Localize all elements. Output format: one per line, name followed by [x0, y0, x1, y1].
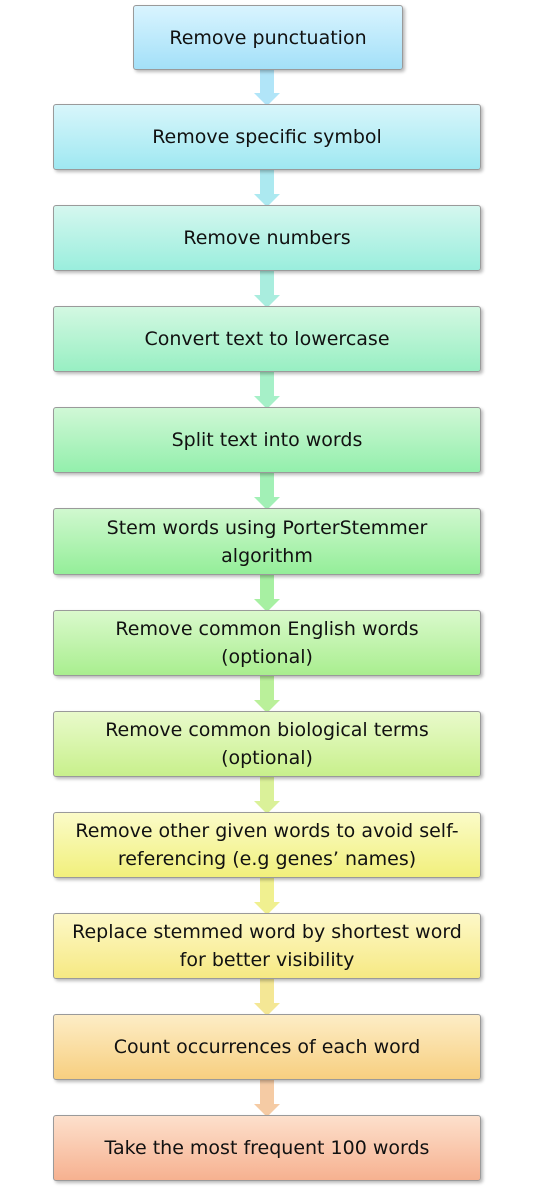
arrow-shape — [254, 876, 280, 915]
step-label: Remove specific symbol — [152, 126, 382, 148]
step-label: Stem words using PorterStemmer algorithm — [106, 516, 428, 567]
step-box: Remove other given words to avoid self-r… — [53, 812, 481, 878]
step-box: Remove numbers — [53, 205, 481, 271]
step-label: Take the most frequent 100 words — [104, 1137, 430, 1159]
step-label: Remove numbers — [183, 227, 351, 249]
step-label: Convert text to lowercase — [144, 328, 390, 350]
flow-arrow — [253, 674, 281, 713]
step-box: Convert text to lowercase — [53, 306, 481, 372]
step-label: Split text into words — [171, 429, 363, 451]
flow-arrow — [253, 471, 281, 510]
arrow-shape — [254, 471, 280, 510]
flow-arrow — [253, 876, 281, 915]
step-label: Count occurrences of each word — [113, 1036, 421, 1058]
arrow-shape — [254, 68, 280, 106]
flow-arrow — [253, 1078, 281, 1117]
step-label: Remove common biological terms (optional… — [105, 719, 429, 769]
arrow-shape — [254, 168, 280, 207]
step-label: Remove punctuation — [169, 26, 367, 49]
step-box: Replace stemmed word by shortest word fo… — [53, 913, 481, 979]
step-label: Replace stemmed word by shortest word fo… — [72, 921, 462, 971]
arrow-shape — [254, 674, 280, 713]
step-box: Remove punctuation — [133, 5, 403, 70]
step-box: Remove common biological terms (optional… — [53, 711, 481, 777]
arrow-shape — [254, 775, 280, 814]
step-box: Remove specific symbol — [53, 104, 481, 170]
flow-arrow — [253, 68, 281, 106]
step-label: Remove common English words (optional) — [115, 618, 419, 668]
step-box: Count occurrences of each word — [53, 1014, 481, 1080]
arrow-shape — [254, 370, 280, 409]
flow-arrow — [253, 775, 281, 814]
arrow-shape — [254, 977, 280, 1016]
flow-arrow — [253, 370, 281, 409]
flow-arrow — [253, 573, 281, 612]
arrow-shape — [254, 1078, 280, 1117]
arrow-shape — [254, 269, 280, 308]
step-box: Split text into words — [53, 407, 481, 473]
flow-arrow — [253, 977, 281, 1016]
arrow-shape — [254, 573, 280, 612]
step-label: Remove other given words to avoid self-r… — [75, 820, 459, 870]
flow-arrow — [253, 269, 281, 308]
step-box: Take the most frequent 100 words — [53, 1115, 481, 1181]
step-box: Remove common English words (optional) — [53, 610, 481, 676]
flow-arrow — [253, 168, 281, 207]
step-box: Stem words using PorterStemmer algorithm — [53, 508, 481, 575]
